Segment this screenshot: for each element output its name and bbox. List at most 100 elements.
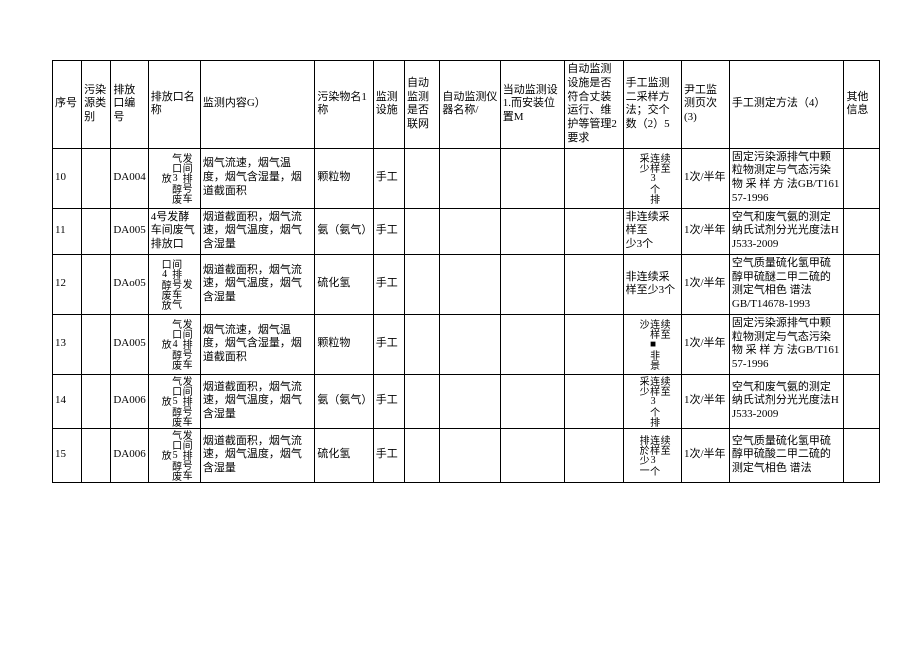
cell-loc <box>500 208 565 254</box>
cell-samp: 非连续采样至少3个 <box>623 254 681 314</box>
cell-poll: 颗粒物 <box>315 148 373 208</box>
cell-samp: 非连续采样至 少3个 <box>623 208 681 254</box>
col-freq: 尹工监测页次(3) <box>681 61 729 149</box>
cell-pname: 放气口5醇废发间排号车 <box>148 374 200 428</box>
cell-net <box>404 374 439 428</box>
col-other: 其他信息 <box>844 61 880 149</box>
col-instr: 自动监测仪器名称/ <box>440 61 500 149</box>
page: 序号 污染源类别 排放口编号 排放口名称 监测内容G） 污染物名1称 监测设施 … <box>0 0 920 651</box>
cell-mon: 烟道截面积，烟气流速，烟气温度，烟气含湿量 <box>200 208 315 254</box>
cell-other <box>844 314 880 374</box>
cell-fac: 手工 <box>373 148 404 208</box>
cell-fac: 手工 <box>373 254 404 314</box>
cell-maint <box>565 254 623 314</box>
cell-fac: 手工 <box>373 428 404 482</box>
cell-port: DA006 <box>111 374 148 428</box>
cell-pname: 放气口5醇废发间排号车 <box>148 428 200 482</box>
cell-meth: 固定污染源排气中颗粒物测定与气态污染物 采 样 方 法GB/T16157-199… <box>729 148 844 208</box>
cell-freq: 1次/半年 <box>681 314 729 374</box>
cell-cat <box>82 148 111 208</box>
table-body: 10DA004放气口3醇废发间排号车烟气流速，烟气温度，烟气含湿量，烟道截面积颗… <box>53 148 880 482</box>
cell-pname: 口4醇废放间排号车气发 <box>148 254 200 314</box>
cell-loc <box>500 428 565 482</box>
cell-other <box>844 374 880 428</box>
cell-port: DAo05 <box>111 254 148 314</box>
cell-cat <box>82 428 111 482</box>
cell-mon: 烟气流速，烟气温度，烟气含湿量，烟道截面积 <box>200 314 315 374</box>
cell-instr <box>440 148 500 208</box>
cell-other <box>844 208 880 254</box>
cell-freq: 1次/半年 <box>681 148 729 208</box>
cell-maint <box>565 314 623 374</box>
cell-cat <box>82 374 111 428</box>
col-samp: 手工监测二采样方法；交个数（2）5 <box>623 61 681 149</box>
cell-meth: 空气和废气氨的测定纳氏试剂分光光度法HJ533-2009 <box>729 208 844 254</box>
cell-freq: 1次/半年 <box>681 254 729 314</box>
cell-instr <box>440 314 500 374</box>
col-seq: 序号 <box>53 61 82 149</box>
cell-port: DA006 <box>111 428 148 482</box>
cell-net <box>404 314 439 374</box>
cell-loc <box>500 254 565 314</box>
cell-cat <box>82 314 111 374</box>
table-row: 14 DA006放气口5醇废发间排号车烟道截面积，烟气流速，烟气温度，烟气含湿量氨… <box>53 374 880 428</box>
cell-poll: 氨（氨气） <box>315 374 373 428</box>
cell-mon: 烟道截面积，烟气流速，烟气温度，烟气含湿量 <box>200 374 315 428</box>
col-meth: 手工测定方法（4） <box>729 61 844 149</box>
cell-other <box>844 428 880 482</box>
cell-instr <box>440 254 500 314</box>
cell-freq: 1次/半年 <box>681 428 729 482</box>
cell-seq: 14 <box>53 374 82 428</box>
table-header-row: 序号 污染源类别 排放口编号 排放口名称 监测内容G） 污染物名1称 监测设施 … <box>53 61 880 149</box>
col-pname: 排放口名称 <box>148 61 200 149</box>
cell-port: DA005 <box>111 314 148 374</box>
cell-poll: 硫化氢 <box>315 428 373 482</box>
cell-seq: 15 <box>53 428 82 482</box>
cell-fac: 手工 <box>373 374 404 428</box>
cell-samp: 沙连样■非景续至 <box>623 314 681 374</box>
col-loc: 当动监测设1.而安装位置M <box>500 61 565 149</box>
cell-other <box>844 254 880 314</box>
cell-mon: 烟道截面积，烟气流速，烟气温度，烟气含湿量 <box>200 428 315 482</box>
cell-poll: 硫化氢 <box>315 254 373 314</box>
cell-poll: 氨（氨气） <box>315 208 373 254</box>
monitoring-table: 序号 污染源类别 排放口编号 排放口名称 监测内容G） 污染物名1称 监测设施 … <box>52 60 880 483</box>
cell-meth: 空气质量硫化氢甲硫醇甲硫酸二甲二硫的测定气相色 谱法 <box>729 428 844 482</box>
cell-loc <box>500 374 565 428</box>
cell-meth: 空气和废气氨的测定纳氏试剂分光光度法HJ533-2009 <box>729 374 844 428</box>
cell-instr <box>440 208 500 254</box>
cell-freq: 1次/半年 <box>681 374 729 428</box>
cell-fac: 手工 <box>373 314 404 374</box>
cell-mon: 烟气流速，烟气温度，烟气含湿量，烟道截面积 <box>200 148 315 208</box>
cell-seq: 12 <box>53 254 82 314</box>
cell-loc <box>500 314 565 374</box>
cell-seq: 11 <box>53 208 82 254</box>
cell-meth: 空气质量硫化氢甲硫醇甲硫醚二甲二硫的测定气相色 谱法 GB/T14678-199… <box>729 254 844 314</box>
cell-port: DA004 <box>111 148 148 208</box>
cell-loc <box>500 148 565 208</box>
cell-fac: 手工 <box>373 208 404 254</box>
cell-cat <box>82 254 111 314</box>
cell-instr <box>440 428 500 482</box>
cell-instr <box>440 374 500 428</box>
cell-cat <box>82 208 111 254</box>
cell-pname: 放气口4醇废发间排号车 <box>148 314 200 374</box>
cell-other <box>844 148 880 208</box>
cell-samp: 采少连样3个排续至 <box>623 374 681 428</box>
cell-poll: 颗粒物 <box>315 314 373 374</box>
cell-freq: 1次/半年 <box>681 208 729 254</box>
cell-maint <box>565 148 623 208</box>
col-fac: 监测设施 <box>373 61 404 149</box>
col-net: 自动监测是否联网 <box>404 61 439 149</box>
cell-net <box>404 428 439 482</box>
cell-port: DA005 <box>111 208 148 254</box>
table-row: 12DAo05口4醇废放间排号车气发烟道截面积，烟气流速，烟气温度，烟气含湿量硫… <box>53 254 880 314</box>
col-maint: 自动监测设施是否符合丈装运行、维护等管理2要求 <box>565 61 623 149</box>
col-mon: 监测内容G） <box>200 61 315 149</box>
table-row: 11DA0054号发酵车间废气排放口烟道截面积，烟气流速，烟气温度，烟气含湿量氨… <box>53 208 880 254</box>
cell-seq: 10 <box>53 148 82 208</box>
cell-maint <box>565 208 623 254</box>
cell-meth: 固定污染源排气中颗粒物测定与气态污染物 采 样 方 法GB/T16157-199… <box>729 314 844 374</box>
cell-maint <box>565 374 623 428</box>
cell-net <box>404 208 439 254</box>
